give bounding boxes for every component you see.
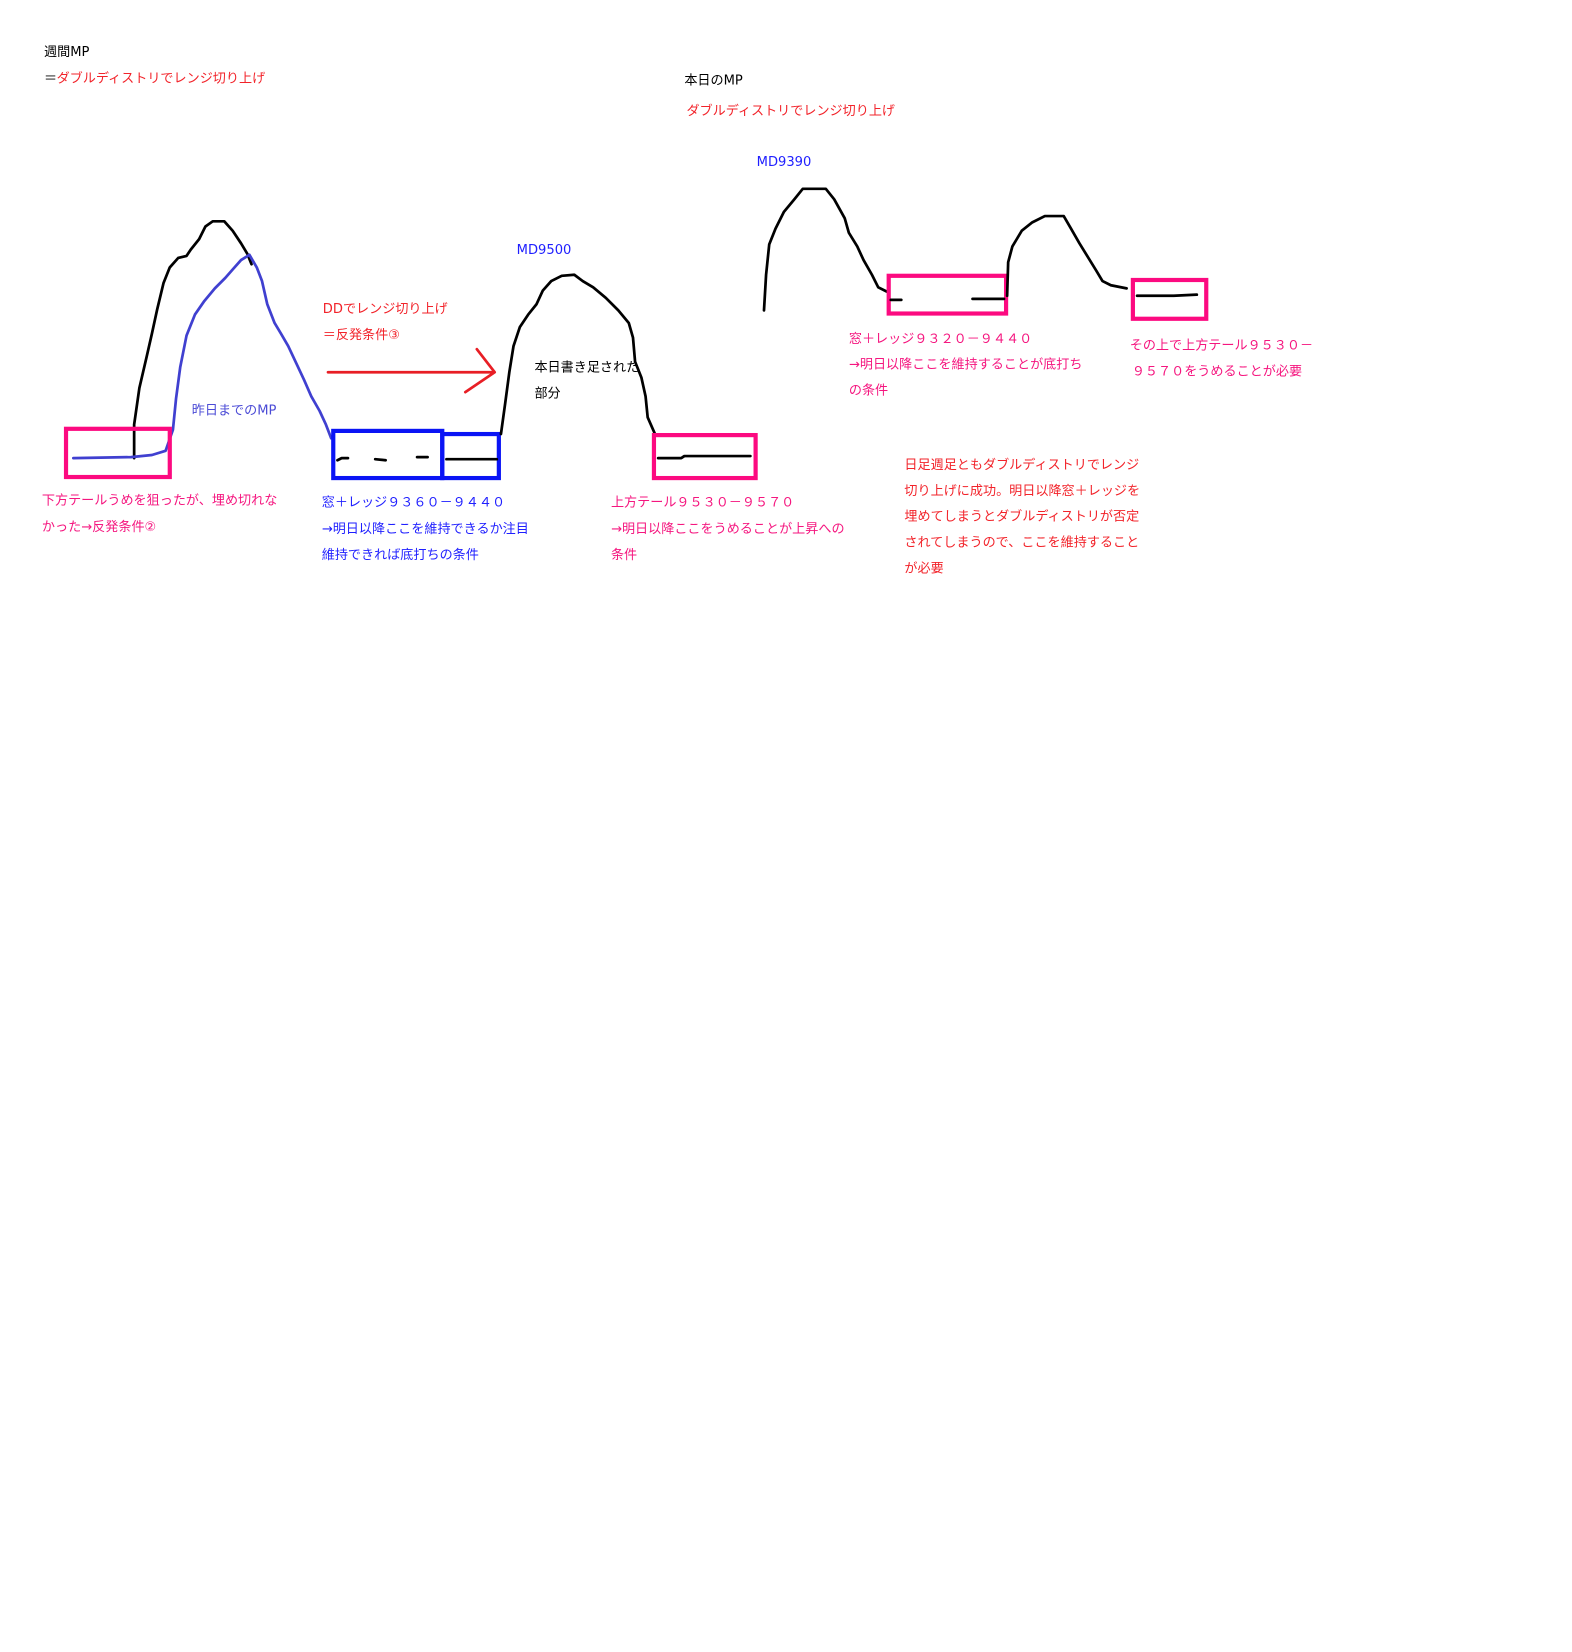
today-profile-black (762, 187, 888, 312)
md9390-label: MD9390 (757, 155, 812, 170)
weekly-profile-added (499, 273, 657, 436)
note-line: →明日以降ここを維持できるか注目 (322, 521, 529, 537)
note-summary: 日足週足ともダブルディストリでレンジ 切り上げに成功。明日以降窓＋レッジを 埋め… (904, 456, 1140, 577)
upper-tail-line-weekly (656, 454, 752, 460)
yesterday-mp-label: 昨日までのMP (192, 402, 277, 418)
note-window-ledge-today: 窓＋レッジ９３２０－９４４０ →明日以降ここを維持することが底打ち の条件 (849, 330, 1083, 398)
note-window-ledge-weekly: 窓＋レッジ９３６０－９４４０ →明日以降ここを維持できるか注目 維持できれば底打… (322, 494, 529, 563)
note-upper-tail-today: その上で上方テール９５３０－ ９５７０をうめることが必要 (1130, 338, 1313, 380)
today-ledge-dashes (889, 297, 1006, 302)
note-upper-tail-weekly: 上方テール９５３０－９５７０ →明日以降ここをうめることが上昇への 条件 (611, 495, 845, 563)
added-label-2: 部分 (534, 386, 560, 402)
upper-tail-line-today (1135, 293, 1199, 298)
window-ledge-box-weekly (331, 428, 445, 481)
note-line: ９５７０をうめることが必要 (1132, 364, 1302, 380)
note-line: 埋めてしまうとダブルディストリが否定 (904, 507, 1139, 524)
note-line: が必要 (904, 561, 943, 577)
arrow-right-icon (326, 347, 497, 394)
lower-tail-box (63, 426, 172, 480)
md9500-label: MD9500 (517, 243, 572, 258)
window-ledge-box-today (886, 273, 1009, 316)
weekly-profile-black (132, 219, 253, 460)
note-line: 日足週足ともダブルディストリでレンジ (904, 456, 1139, 473)
note-line: の条件 (849, 382, 888, 399)
upper-tail-box-weekly (651, 433, 758, 481)
note-line: かった→反発条件② (42, 518, 156, 535)
upper-tail-box-today (1130, 277, 1209, 321)
dd-label-1: DDでレンジ切り上げ (323, 301, 448, 317)
note-line: その上で上方テール９５３０－ (1130, 338, 1313, 354)
added-label-1: 本日書き足された (534, 360, 639, 376)
weekly-mp-title: 週間MP (44, 44, 89, 60)
note-line: 上方テール９５３０－９５７０ (611, 495, 794, 511)
today-mp-title: 本日のMP (684, 72, 743, 88)
window-ledge-box-weekly-2 (440, 431, 501, 481)
note-line: →明日以降ここを維持することが底打ち (849, 356, 1083, 372)
ledge-dashes (336, 455, 499, 462)
note-line: 下方テールうめを狙ったが、埋め切れな (42, 493, 277, 509)
weekly-eq: ＝ (44, 71, 57, 86)
yesterday-profile-blue (71, 253, 333, 460)
note-line: →明日以降ここをうめることが上昇への (611, 521, 845, 537)
note-line: 窓＋レッジ９３６０－９４４０ (322, 494, 505, 511)
note-line: 条件 (611, 546, 637, 563)
weekly-mp-subtitle: ダブルディストリでレンジ切り上げ (57, 69, 266, 86)
note-line: 切り上げに成功。明日以降窓＋レッジを (904, 482, 1140, 499)
note-lower-tail: 下方テールうめを狙ったが、埋め切れな かった→反発条件② (42, 493, 277, 535)
note-line: 維持できれば底打ちの条件 (322, 546, 479, 563)
note-line: 窓＋レッジ９３２０－９４４０ (849, 330, 1032, 347)
note-line: されてしまうので、ここを維持すること (904, 535, 1139, 551)
today-profile-second (1005, 214, 1128, 298)
dd-label-2: ＝反発条件③ (323, 326, 400, 343)
today-mp-subtitle: ダブルディストリでレンジ切り上げ (686, 102, 895, 119)
